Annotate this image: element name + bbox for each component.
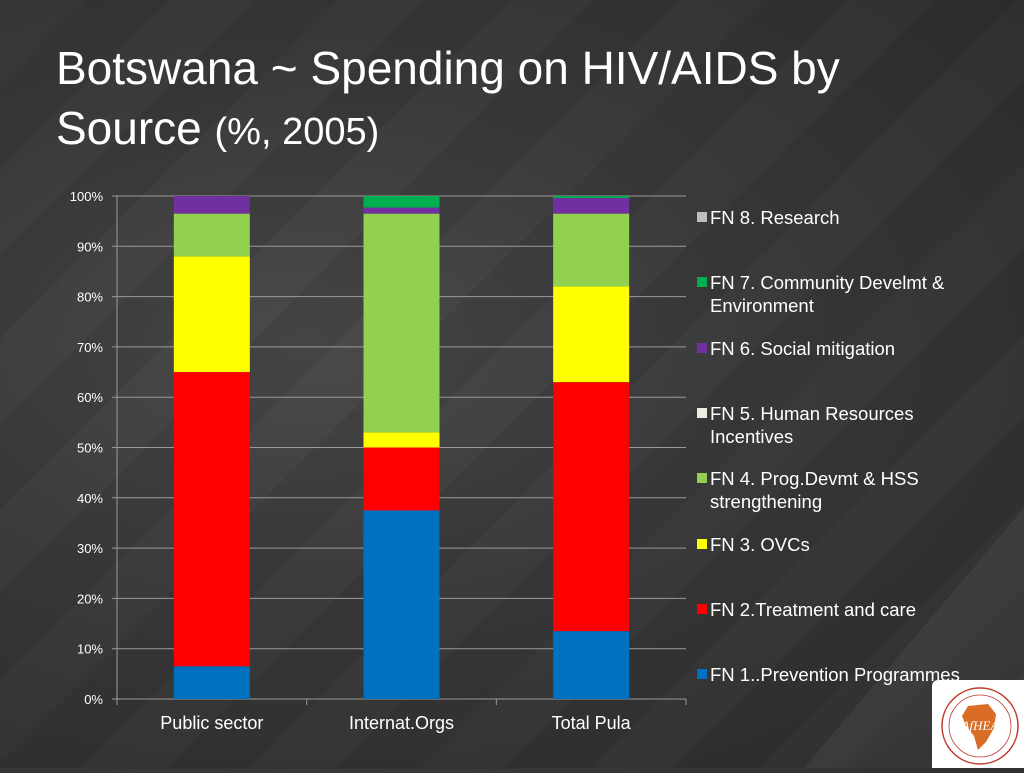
y-tick-label: 50%	[77, 441, 103, 456]
legend-swatch	[697, 343, 707, 353]
y-tick-label: 60%	[77, 390, 103, 405]
legend-swatch	[697, 212, 707, 222]
x-category-label: Public sector	[160, 713, 263, 733]
y-tick-label: 30%	[77, 541, 103, 556]
legend-label: FN 5. Human Resources Incentives	[710, 403, 914, 447]
legend-item: FN 6. Social mitigation	[697, 337, 997, 360]
bar-segment	[173, 196, 250, 214]
bar-segment	[363, 447, 440, 511]
legend-label: FN 4. Prog.Devmt & HSS strengthening	[710, 468, 919, 512]
bar-segment	[363, 196, 440, 208]
legend-swatch	[697, 408, 707, 418]
legend-swatch	[697, 277, 707, 287]
bar-segment	[553, 382, 630, 632]
legend-label: FN 3. OVCs	[710, 534, 810, 555]
x-category-label: Internat.Orgs	[349, 713, 454, 733]
legend-label: FN 8. Research	[710, 207, 840, 228]
bar-segment	[363, 213, 440, 433]
y-tick-label: 80%	[77, 290, 103, 305]
bar-segment	[173, 256, 250, 373]
legend-swatch	[697, 539, 707, 549]
afhea-logo-icon: AfHEA	[941, 687, 1019, 765]
bar-segment	[363, 510, 440, 699]
y-tick-label: 70%	[77, 340, 103, 355]
y-tick-label: 0%	[84, 692, 103, 707]
y-tick-label: 10%	[77, 642, 103, 657]
legend-item: FN 2.Treatment and care	[697, 598, 997, 621]
bar-segment	[363, 207, 440, 214]
y-tick-label: 40%	[77, 491, 103, 506]
bar-segment	[553, 631, 630, 699]
x-category-label: Total Pula	[552, 713, 632, 733]
legend-item: FN 1..Prevention Programmes	[697, 663, 997, 686]
legend-label: FN 1..Prevention Programmes	[710, 664, 960, 685]
legend-label: FN 6. Social mitigation	[710, 338, 896, 359]
legend-item: FN 8. Research	[697, 206, 997, 229]
logo-wordmark: AfHEA	[961, 718, 999, 733]
bar-segment	[553, 198, 630, 214]
legend-label: FN 2.Treatment and care	[710, 599, 916, 620]
chart-legend: FN 8. Research FN 7. Community Develmt & …	[697, 0, 997, 768]
legend-item: FN 5. Human Resources Incentives	[697, 402, 997, 448]
title-subtitle: (%, 2005)	[214, 111, 380, 153]
legend-item: FN 7. Community Develmt & Environment	[697, 271, 997, 317]
bar-segment	[173, 213, 250, 257]
bar-segment	[173, 666, 250, 699]
legend-swatch	[697, 604, 707, 614]
y-tick-label: 20%	[77, 591, 103, 606]
bar-segment	[553, 196, 630, 199]
legend-label: FN 7. Community Develmt & Environment	[710, 272, 945, 316]
slide-title: Botswana ~ Spending on HIV/AIDS by Sourc…	[56, 38, 916, 162]
bar-segment	[553, 286, 630, 383]
legend-swatch	[697, 473, 707, 483]
title-main: Botswana ~ Spending on HIV/AIDS by Sourc…	[56, 42, 840, 154]
bar-segment	[173, 372, 250, 667]
bar-segment	[553, 213, 630, 287]
y-tick-label: 100%	[70, 189, 104, 204]
afhea-logo: AfHEA	[932, 680, 1024, 768]
bar-segment	[363, 432, 440, 448]
legend-swatch	[697, 669, 707, 679]
y-tick-label: 90%	[77, 239, 103, 254]
legend-item: FN 3. OVCs	[697, 533, 997, 556]
legend-item: FN 4. Prog.Devmt & HSS strengthening	[697, 467, 997, 513]
